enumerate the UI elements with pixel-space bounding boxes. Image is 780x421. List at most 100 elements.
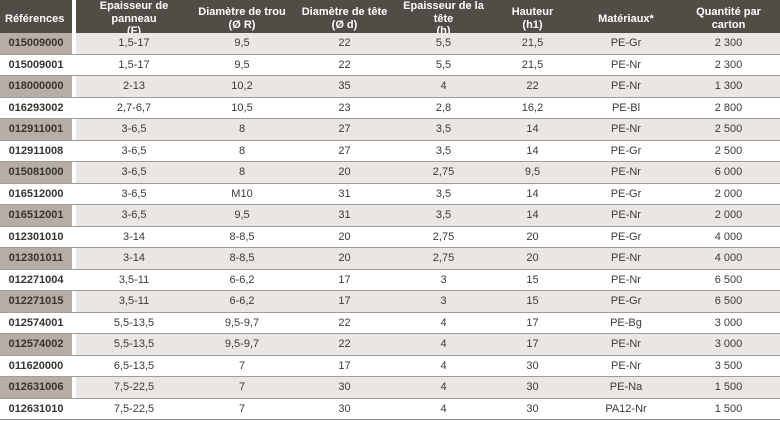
row-cell-diametre-tete: 27	[292, 119, 397, 140]
column-header-diametre-trou: Diamètre de trou (Ø R)	[192, 0, 292, 38]
row-cell-epaisseur-tete: 2,75	[397, 248, 490, 269]
column-header-label: Diamètre de trou	[198, 6, 286, 19]
table-row: 016293002 2,7-6,7 10,5 23 2,8 16,2 PE-Bl 2 800	[0, 97, 780, 119]
row-cell-diametre-tete: 20	[292, 226, 397, 247]
row-cell-diametre-trou: 6-6,2	[192, 269, 292, 290]
column-header-materiaux: Matériaux*	[575, 0, 677, 38]
row-cell-hauteur: 22	[490, 76, 575, 97]
row-reference: 015081000	[0, 162, 76, 183]
row-cell-materiaux: PE-Bl	[575, 97, 677, 118]
row-cell-quantite-carton: 1 500	[677, 377, 780, 398]
row-reference: 012574002	[0, 334, 76, 355]
row-cell-quantite-carton: 6 000	[677, 162, 780, 183]
row-cell-quantite-carton: 1 300	[677, 76, 780, 97]
row-cell-epaisseur-panneau: 5,5-13,5	[76, 334, 192, 355]
row-cell-epaisseur-panneau: 3,5-11	[76, 291, 192, 312]
row-cell-epaisseur-tete: 3	[397, 269, 490, 290]
table-row: 012574001 5,5-13,5 9,5-9,7 22 4 17 PE-Bg 3 000	[0, 312, 780, 334]
row-cell-materiaux: PE-Nr	[575, 248, 677, 269]
row-cell-materiaux: PE-Nr	[575, 205, 677, 226]
row-cell-diametre-tete: 31	[292, 205, 397, 226]
row-reference: 016512001	[0, 205, 76, 226]
column-header-label: Epaisseur de la tête	[403, 0, 484, 25]
row-cell-quantite-carton: 6 500	[677, 291, 780, 312]
table-row: 012301010 3-14 8-8,5 20 2,75 20 PE-Gr 4 000	[0, 226, 780, 248]
row-cell-quantite-carton: 6 500	[677, 269, 780, 290]
table-row: 016512001 3-6,5 9,5 31 3,5 14 PE-Nr 2 000	[0, 205, 780, 227]
row-cell-quantite-carton: 2 300	[677, 54, 780, 75]
row-cell-epaisseur-tete: 5,5	[397, 33, 490, 54]
row-reference: 015009001	[0, 54, 76, 75]
row-cell-epaisseur-panneau: 5,5-13,5	[76, 312, 192, 333]
row-cell-hauteur: 17	[490, 312, 575, 333]
row-cell-diametre-trou: 8-8,5	[192, 226, 292, 247]
column-header-label: Matériaux*	[598, 12, 654, 25]
row-cell-diametre-tete: 23	[292, 97, 397, 118]
row-cell-materiaux: PE-Nr	[575, 76, 677, 97]
table-body: 015009000 1,5-17 9,5 22 5,5 21,5 PE-Gr 2 300 015…	[0, 33, 780, 420]
row-cell-materiaux: PE-Gr	[575, 291, 677, 312]
row-cell-diametre-trou: 7	[192, 398, 292, 419]
row-cell-diametre-tete: 30	[292, 377, 397, 398]
table-header: Références Epaisseur de panneau (F) Diam…	[0, 0, 780, 38]
row-cell-epaisseur-panneau: 3-6,5	[76, 140, 192, 161]
row-cell-quantite-carton: 3 500	[677, 355, 780, 376]
table-row: 018000000 2-13 10,2 35 4 22 PE-Nr 1 300	[0, 76, 780, 98]
row-cell-epaisseur-tete: 4	[397, 355, 490, 376]
row-cell-diametre-tete: 20	[292, 248, 397, 269]
row-reference: 012301011	[0, 248, 76, 269]
row-cell-hauteur: 14	[490, 205, 575, 226]
row-cell-quantite-carton: 1 500	[677, 398, 780, 419]
column-header-sub: (Ø R)	[228, 18, 256, 31]
column-header-label: Epaisseur de panneau	[99, 0, 169, 25]
row-cell-diametre-trou: 7	[192, 377, 292, 398]
row-cell-diametre-trou: 9,5-9,7	[192, 334, 292, 355]
row-cell-diametre-trou: 6-6,2	[192, 291, 292, 312]
row-cell-materiaux: PE-Gr	[575, 140, 677, 161]
row-cell-quantite-carton: 4 000	[677, 248, 780, 269]
row-reference: 012631010	[0, 398, 76, 419]
row-cell-hauteur: 9,5	[490, 162, 575, 183]
row-cell-diametre-tete: 22	[292, 312, 397, 333]
row-reference: 012271015	[0, 291, 76, 312]
row-cell-hauteur: 15	[490, 291, 575, 312]
column-header-epaisseur-panneau: Epaisseur de panneau (F)	[76, 0, 192, 38]
row-cell-hauteur: 21,5	[490, 33, 575, 54]
row-cell-materiaux: PE-Nr	[575, 269, 677, 290]
row-cell-epaisseur-tete: 3,5	[397, 183, 490, 204]
row-cell-hauteur: 16,2	[490, 97, 575, 118]
table-row: 015009000 1,5-17 9,5 22 5,5 21,5 PE-Gr 2 300	[0, 33, 780, 55]
row-cell-diametre-tete: 17	[292, 355, 397, 376]
row-cell-diametre-trou: 9,5	[192, 33, 292, 54]
table-row: 012574002 5,5-13,5 9,5-9,7 22 4 17 PE-Nr 3 000	[0, 334, 780, 356]
row-cell-materiaux: PE-Na	[575, 377, 677, 398]
row-cell-hauteur: 30	[490, 377, 575, 398]
row-reference: 012911008	[0, 140, 76, 161]
row-cell-hauteur: 30	[490, 398, 575, 419]
column-header-epaisseur-tete: Epaisseur de la tête (h)	[397, 0, 490, 38]
row-cell-hauteur: 20	[490, 226, 575, 247]
column-header-label: Hauteur	[511, 6, 554, 19]
table-row: 012911008 3-6,5 8 27 3,5 14 PE-Gr 2 500	[0, 140, 780, 162]
row-cell-diametre-trou: 10,2	[192, 76, 292, 97]
row-cell-epaisseur-tete: 3,5	[397, 140, 490, 161]
row-cell-materiaux: PA12-Nr	[575, 398, 677, 419]
row-cell-diametre-tete: 27	[292, 140, 397, 161]
row-cell-epaisseur-tete: 3,5	[397, 205, 490, 226]
row-reference: 012301010	[0, 226, 76, 247]
row-cell-epaisseur-tete: 4	[397, 312, 490, 333]
row-cell-diametre-trou: 10,5	[192, 97, 292, 118]
row-cell-materiaux: PE-Nr	[575, 54, 677, 75]
row-cell-epaisseur-panneau: 3-6,5	[76, 119, 192, 140]
row-cell-epaisseur-tete: 3,5	[397, 119, 490, 140]
row-cell-epaisseur-panneau: 1,5-17	[76, 33, 192, 54]
column-header-label: Diamètre de tête	[301, 6, 388, 19]
row-cell-materiaux: PE-Gr	[575, 183, 677, 204]
row-cell-hauteur: 30	[490, 355, 575, 376]
row-reference: 012631006	[0, 377, 76, 398]
column-header-label: Quantité par carton	[696, 6, 761, 31]
row-cell-diametre-tete: 22	[292, 33, 397, 54]
row-cell-hauteur: 14	[490, 183, 575, 204]
row-cell-epaisseur-panneau: 3-6,5	[76, 183, 192, 204]
row-cell-quantite-carton: 2 800	[677, 97, 780, 118]
